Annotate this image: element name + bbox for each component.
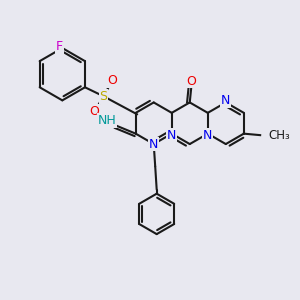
Text: O: O [89, 105, 99, 118]
Text: S: S [99, 90, 107, 103]
Text: F: F [56, 40, 63, 53]
Text: N: N [167, 129, 176, 142]
Text: N: N [203, 129, 212, 142]
Text: N: N [221, 94, 230, 107]
Text: O: O [186, 74, 196, 88]
Text: N: N [149, 138, 158, 151]
Text: NH: NH [98, 114, 116, 128]
Text: O: O [107, 74, 117, 87]
Text: CH₃: CH₃ [268, 129, 290, 142]
